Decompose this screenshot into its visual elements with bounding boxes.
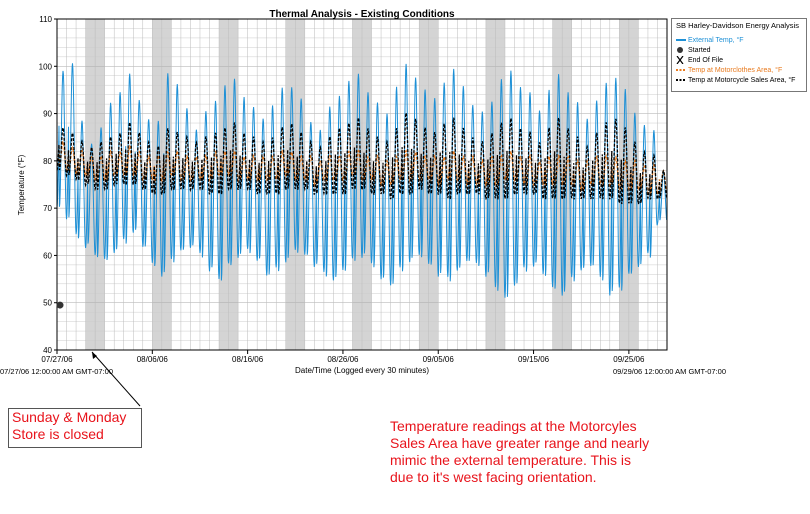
legend-item-end-of-file: End Of File [676,55,724,65]
y-tick-label: 60 [43,251,52,260]
y-tick-label: 50 [43,299,52,308]
started-marker [56,301,64,309]
y-tick-label: 40 [43,346,52,355]
legend-item-external: External Temp, °F [676,36,744,44]
legend-label-end-of-file: End Of File [688,56,724,64]
note-line-4: due to it's west facing orientation. [390,469,597,485]
legend-line-icon [676,36,686,44]
x-mark-icon [676,55,686,65]
note-line-2: Sales Area have greater range and nearly [390,435,650,451]
x-tick-label: 09/25/06 [613,355,645,364]
legend-item-motorclothes: Temp at Motorclothes Area, °F [676,66,782,74]
annotation-line-1: Sunday & Monday [12,409,127,425]
x-end-datetime: 09/29/06 12:00:00 AM GMT-07:00 [613,367,726,376]
legend-item-sales-area: Temp at Motorcycle Sales Area, °F [676,76,795,84]
series-line-2 [56,112,668,205]
dot-icon [676,46,686,54]
y-axis-ticks: 40 50 60 70 80 90 100 110 [39,15,57,355]
annotation-line-2: Store is closed [12,426,104,442]
x-tick-label: 08/06/06 [137,355,169,364]
y-tick-label: 100 [39,62,53,71]
x-tick-label: 09/05/06 [423,355,455,364]
x-start-datetime: 07/27/06 12:00:00 AM GMT-07:00 [0,367,113,376]
y-axis-label: Temperature (°F) [17,154,26,215]
series-line-0 [56,63,668,298]
annotation-arrow [91,351,141,407]
orientation-note: Temperature readings at the Motorcyles S… [390,418,700,486]
series-lines [56,63,668,298]
legend-dashed-line-icon [676,76,686,84]
store-closed-annotation: Sunday & Monday Store is closed [8,408,142,448]
chart-title: Thermal Analysis - Existing Conditions [269,9,455,20]
legend: SB Harley-Davidson Energy Analysis Exter… [671,18,807,92]
note-line-1: Temperature readings at the Motorcyles [390,418,637,434]
legend-label-started: Started [688,46,711,54]
y-tick-label: 80 [43,157,52,166]
x-tick-label: 07/27/06 [41,355,73,364]
legend-label-motorclothes: Temp at Motorclothes Area, °F [688,66,783,74]
legend-dashed-line-icon [676,66,686,74]
plot-frame [56,18,668,351]
y-tick-label: 110 [39,15,52,24]
note-line-3: mimic the external temperature. This is [390,452,631,468]
legend-item-started: Started [676,46,711,54]
x-axis-label: Date/Time (Logged every 30 minutes) [295,366,429,375]
y-tick-label: 90 [43,110,52,119]
annotation-arrow-head [92,352,97,359]
y-tick-label: 70 [43,204,52,213]
legend-title: SB Harley-Davidson Energy Analysis [676,21,799,30]
markers-group [56,301,64,309]
legend-label-external: External Temp, °F [688,36,744,44]
x-axis-ticks: 07/27/06 08/06/06 08/16/06 08/26/06 09/05/06… [41,350,645,364]
x-tick-label: 08/26/06 [327,355,359,364]
x-tick-label: 09/15/06 [518,355,550,364]
legend-label-sales-area: Temp at Motorcycle Sales Area, °F [688,76,796,84]
x-tick-label: 08/16/06 [232,355,264,364]
